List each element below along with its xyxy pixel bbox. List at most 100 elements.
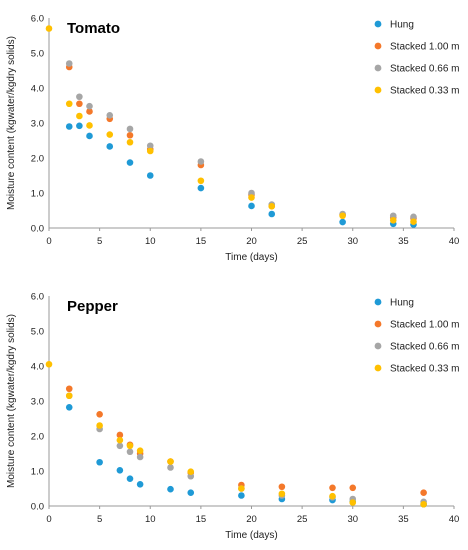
- data-point-hung: [126, 475, 134, 482]
- data-point-hung: [238, 492, 245, 499]
- x-tick-label: 40: [449, 236, 460, 247]
- legend-label: Hung: [390, 298, 414, 309]
- data-point-stacked-0-33-m: [116, 436, 124, 444]
- data-point-hung: [65, 404, 73, 411]
- data-point-stacked-0-33-m: [96, 422, 103, 429]
- y-tick-label: 6.0: [31, 292, 44, 303]
- chart-title: Tomato: [67, 20, 120, 37]
- y-tick-label: 1.0: [31, 467, 44, 478]
- x-tick-label: 0: [46, 514, 51, 525]
- data-point-stacked-0-66-m: [106, 112, 114, 119]
- data-point-hung: [339, 218, 346, 226]
- y-tick-label: 5.0: [31, 49, 44, 60]
- data-point-stacked-0-33-m: [238, 485, 245, 492]
- data-point-stacked-1-00-m: [116, 431, 124, 439]
- data-point-stacked-0-33-m: [45, 360, 53, 368]
- x-tick-label: 10: [145, 514, 156, 525]
- data-point-stacked-0-66-m: [167, 464, 174, 471]
- data-point-stacked-0-66-m: [126, 125, 134, 133]
- data-point-stacked-0-33-m: [65, 100, 73, 108]
- data-point-stacked-0-66-m: [146, 142, 154, 150]
- data-point-hung: [86, 132, 93, 140]
- data-point-stacked-0-33-m: [45, 25, 53, 32]
- data-point-stacked-0-33-m: [268, 203, 276, 210]
- tomato-chart: 0.0 1.0 2.0 3.0 4.0 5.0 6.0 0 5 10 15 20 25 30 35 40 Tim…: [6, 14, 460, 264]
- data-point-hung: [76, 122, 83, 130]
- data-point-stacked-0-33-m: [146, 147, 154, 155]
- data-point-stacked-0-33-m: [349, 499, 357, 506]
- data-point-stacked-1-00-m: [76, 100, 83, 108]
- data-point-stacked-0-33-m: [329, 492, 336, 500]
- legend-label: Stacked 0.33 m: [390, 364, 459, 375]
- chart-title: Pepper: [67, 298, 118, 315]
- y-tick-label: 0.0: [31, 502, 44, 513]
- data-point-stacked-0-33-m: [187, 468, 195, 475]
- x-tick-label: 35: [398, 236, 409, 247]
- data-point-hung: [146, 172, 154, 179]
- data-point-hung: [268, 210, 276, 218]
- data-point-stacked-1-00-m: [349, 484, 357, 492]
- data-point-hung: [96, 458, 103, 466]
- x-tick-label: 30: [347, 514, 358, 525]
- x-tick-label: 30: [347, 236, 358, 247]
- y-tick-label: 3.0: [31, 397, 44, 408]
- x-tick-label: 5: [97, 236, 102, 247]
- y-tick-label: 0.0: [31, 224, 44, 235]
- y-tick-label: 2.0: [31, 432, 44, 443]
- data-point-stacked-1-00-m: [65, 385, 73, 393]
- data-point-stacked-0-33-m: [420, 500, 427, 508]
- data-point-hung: [197, 184, 205, 192]
- x-tick-label: 40: [449, 514, 460, 525]
- y-axis-label: Moisture content (kgwater/kgdry solids): [6, 314, 17, 488]
- pepper-chart: 0.0 1.0 2.0 3.0 4.0 5.0 6.0 0 5 10 15 20 25 30 35 40 Tim…: [6, 292, 460, 542]
- data-point-stacked-0-66-m: [410, 213, 417, 221]
- y-axis-label: Moisture content (kgwater/kgdry solids): [6, 36, 17, 210]
- data-point-hung: [116, 467, 124, 474]
- data-point-stacked-0-66-m: [116, 442, 124, 450]
- data-point-stacked-0-33-m: [167, 458, 174, 465]
- data-point-hung: [167, 485, 174, 493]
- legend-marker: [374, 320, 382, 328]
- x-tick-label: 25: [297, 236, 308, 247]
- legend-label: Stacked 0.33 m: [390, 86, 459, 97]
- x-tick-label: 5: [97, 514, 102, 525]
- data-point-stacked-0-33-m: [197, 177, 205, 185]
- y-tick-label: 4.0: [31, 84, 44, 95]
- data-point-stacked-1-00-m: [329, 484, 336, 492]
- x-axis-label: Time (days): [225, 530, 277, 541]
- data-point-stacked-0-66-m: [76, 93, 83, 101]
- x-tick-label: 25: [297, 514, 308, 525]
- data-point-stacked-0-66-m: [65, 60, 73, 67]
- data-point-stacked-0-66-m: [136, 453, 144, 461]
- data-point-stacked-0-33-m: [136, 447, 144, 454]
- data-point-stacked-0-33-m: [278, 490, 286, 498]
- data-point-stacked-0-33-m: [410, 218, 417, 225]
- y-tick-label: 6.0: [31, 14, 44, 25]
- data-point-hung: [65, 123, 73, 130]
- legend-marker: [374, 298, 382, 306]
- legend-marker: [374, 20, 382, 28]
- data-point-stacked-0-66-m: [197, 158, 205, 165]
- legend-label: Stacked 0.66 m: [390, 64, 459, 75]
- data-point-hung: [187, 489, 195, 496]
- legend-marker: [374, 86, 382, 94]
- legend-label: Hung: [390, 20, 414, 31]
- y-tick-label: 5.0: [31, 327, 44, 338]
- data-point-hung: [136, 481, 144, 488]
- legend-label: Stacked 1.00 m: [390, 42, 459, 53]
- data-point-stacked-1-00-m: [278, 483, 286, 491]
- data-point-stacked-0-66-m: [389, 212, 397, 220]
- data-point-stacked-0-33-m: [126, 442, 134, 450]
- data-point-stacked-0-33-m: [76, 112, 83, 120]
- y-tick-label: 2.0: [31, 154, 44, 165]
- x-tick-label: 15: [196, 514, 207, 525]
- data-point-stacked-0-33-m: [86, 122, 93, 129]
- data-point-stacked-0-33-m: [248, 194, 255, 201]
- legend-label: Stacked 1.00 m: [390, 320, 459, 331]
- legend-marker: [374, 364, 382, 372]
- x-tick-label: 10: [145, 236, 156, 247]
- data-point-stacked-0-33-m: [65, 392, 73, 400]
- data-point-stacked-1-00-m: [126, 131, 134, 139]
- data-point-stacked-0-33-m: [339, 212, 346, 220]
- y-tick-label: 4.0: [31, 362, 44, 373]
